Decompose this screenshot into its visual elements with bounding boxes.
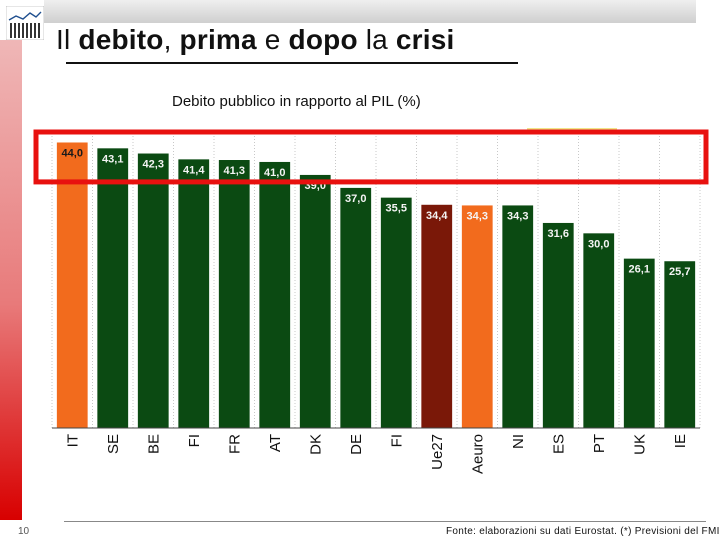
category-label: DE: [348, 434, 365, 455]
footer-rule: [64, 521, 706, 522]
title-part: prima: [179, 24, 257, 55]
title-part: dopo: [288, 24, 358, 55]
title-part: Il: [56, 24, 79, 55]
data-label: 34,3: [467, 210, 488, 222]
category-label: Ue27: [429, 434, 446, 470]
left-decor-band: [0, 40, 22, 520]
bar: [380, 197, 412, 428]
data-label: 35,5: [386, 203, 407, 215]
category-label: SE: [105, 434, 122, 454]
top-banner: [44, 0, 696, 23]
data-label: 43,1: [102, 153, 123, 165]
bar: [56, 142, 88, 428]
data-label: 41,3: [224, 165, 245, 177]
category-label: FI: [186, 434, 203, 447]
page-number: 10: [18, 526, 30, 537]
bar: [664, 261, 696, 428]
category-label: UK: [631, 434, 648, 455]
data-label: 34,3: [507, 210, 528, 222]
title-part: e: [256, 24, 289, 55]
category-label: FI: [388, 434, 405, 447]
category-label: DK: [307, 434, 324, 455]
data-label: 41,4: [183, 164, 205, 176]
data-label: 42,3: [143, 159, 164, 171]
category-label: BE: [145, 434, 162, 454]
data-label: 34,4: [426, 210, 448, 222]
bar: [623, 258, 655, 428]
category-label: Aeuro: [469, 434, 486, 474]
bar: [461, 205, 493, 428]
category-label: IE: [672, 434, 689, 448]
bar: [299, 174, 331, 428]
category-label: PT: [591, 434, 608, 453]
title-part: ,: [163, 24, 180, 55]
bar: [502, 205, 534, 428]
bar: [542, 222, 574, 428]
category-label: AT: [267, 434, 284, 452]
source-note: Fonte: elaborazioni su dati Eurostat. (*…: [446, 526, 720, 537]
logo-icon: [6, 6, 44, 40]
bar: [97, 148, 129, 428]
highlight-box: [33, 129, 709, 185]
bar: [178, 159, 210, 429]
category-label: FR: [226, 434, 243, 454]
bar: [583, 233, 615, 428]
data-label: 44,0: [62, 147, 83, 159]
slide-title: Il debito, prima e dopo la crisi: [56, 24, 455, 56]
data-label: 41,0: [264, 167, 285, 179]
chart-title: Debito pubblico in rapporto al PIL (%): [172, 93, 421, 110]
bar: [421, 204, 453, 428]
title-part: debito: [78, 24, 164, 55]
category-label: ES: [550, 434, 567, 454]
data-label: 31,6: [548, 228, 569, 240]
bar: [137, 153, 169, 428]
title-part: la: [357, 24, 396, 55]
data-label: 26,1: [629, 264, 650, 276]
bar: [218, 160, 250, 428]
data-label: 37,0: [345, 193, 366, 205]
data-label: 30,0: [588, 238, 609, 250]
bar: [259, 161, 291, 428]
category-label: IT: [64, 434, 81, 447]
bar: [340, 187, 372, 428]
title-underline: [66, 62, 518, 64]
data-label: 25,7: [669, 266, 690, 278]
title-part: crisi: [395, 24, 455, 55]
category-label: NI: [510, 434, 527, 449]
